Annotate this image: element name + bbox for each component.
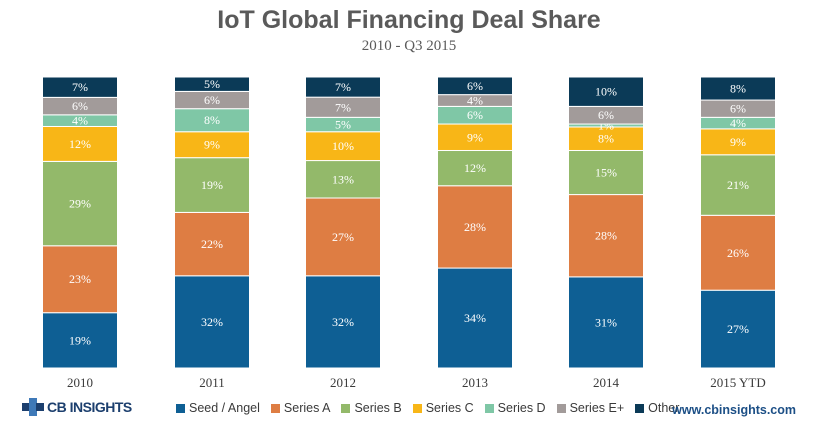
chart-title: IoT Global Financing Deal Share: [217, 6, 601, 34]
segment-value-label: 12%: [69, 137, 91, 151]
segment-value-label: 9%: [467, 130, 483, 144]
segment-value-label: 10%: [595, 85, 617, 99]
bar-segment: [700, 128, 776, 156]
legend-item: Seed / Angel: [176, 401, 260, 415]
segment-value-label: 29%: [69, 197, 91, 211]
bar-segment: [42, 76, 118, 98]
legend-item: Series E+: [556, 401, 625, 415]
bar-segment: [42, 312, 118, 369]
category-label: 2011: [199, 375, 225, 390]
legend-label: Series C: [425, 401, 474, 415]
legend-swatch: [412, 403, 422, 413]
segment-value-label: 28%: [464, 220, 486, 234]
website-link[interactable]: www.cbinsights.com: [672, 403, 796, 417]
segment-value-label: 22%: [201, 237, 223, 251]
segment-value-label: 27%: [727, 322, 749, 336]
bar-segment: [305, 131, 381, 162]
legend-swatch: [556, 403, 566, 413]
cb-logo-icon: [22, 398, 44, 416]
legend-item: Series C: [412, 401, 474, 415]
bar-segment: [305, 76, 381, 98]
segment-value-label: 9%: [730, 135, 746, 149]
bar-segment: [700, 154, 776, 216]
bar-segment: [437, 123, 513, 151]
segment-value-label: 8%: [598, 132, 614, 146]
logo-text: CB INSIGHTS: [47, 399, 132, 415]
segment-value-label: 8%: [730, 82, 746, 96]
legend-item: Series B: [341, 401, 402, 415]
segment-value-label: 19%: [201, 178, 223, 192]
segment-value-label: 7%: [72, 80, 88, 94]
legend-item: Series D: [484, 401, 546, 415]
bar-segment: [42, 245, 118, 314]
segment-value-label: 10%: [332, 139, 354, 153]
bar-segment: [568, 276, 644, 369]
category-label: 2013: [462, 375, 488, 390]
legend-label: Series B: [354, 401, 402, 415]
bar-segment: [437, 185, 513, 269]
legend-label: Series E+: [569, 401, 625, 415]
segment-value-label: 6%: [467, 108, 483, 122]
bar-segment: [437, 267, 513, 369]
legend-item: Other: [635, 401, 679, 415]
segment-value-label: 15%: [595, 166, 617, 180]
bar-segment: [42, 160, 118, 247]
segment-value-label: 9%: [204, 138, 220, 152]
bar-segment: [568, 76, 644, 107]
segment-value-label: 7%: [335, 100, 351, 114]
segment-value-label: 6%: [598, 108, 614, 122]
segment-value-label: 6%: [467, 79, 483, 93]
segment-value-label: 28%: [595, 229, 617, 243]
segment-value-label: 23%: [69, 272, 91, 286]
legend-swatch: [484, 403, 494, 413]
segment-value-label: 26%: [727, 246, 749, 260]
bar-segment: [174, 131, 250, 159]
bar-segment: [568, 194, 644, 278]
category-label: 2014: [593, 375, 620, 390]
segment-value-label: 12%: [464, 161, 486, 175]
legend-swatch: [341, 403, 351, 413]
bar-segment: [568, 149, 644, 196]
segment-value-label: 32%: [332, 315, 354, 329]
category-label: 2012: [330, 375, 356, 390]
category-label: 2015 YTD: [710, 375, 766, 390]
segment-value-label: 8%: [204, 113, 220, 127]
chart-subtitle: 2010 - Q3 2015: [361, 38, 457, 54]
bar-segment: [305, 275, 381, 369]
bar-segment: [437, 76, 513, 96]
legend-label: Other: [648, 401, 680, 415]
segment-value-label: 13%: [332, 172, 354, 186]
legend-swatch: [270, 403, 280, 413]
segment-value-label: 34%: [464, 311, 486, 325]
segment-value-label: 31%: [595, 315, 617, 329]
segment-value-label: 4%: [72, 114, 88, 128]
cb-insights-logo: CB INSIGHTS: [22, 398, 132, 416]
bar-segment: [700, 76, 776, 101]
legend-label: Series A: [283, 401, 331, 415]
segment-value-label: 6%: [72, 99, 88, 113]
segment-value-label: 7%: [335, 80, 351, 94]
legend: Seed / Angel Series A Series B Series C Seri…: [176, 401, 679, 415]
bar-segment: [305, 160, 381, 199]
segment-value-label: 32%: [201, 315, 223, 329]
segment-value-label: 19%: [69, 333, 91, 347]
legend-label: Seed / Angel: [189, 401, 260, 415]
stacked-bar-chart: 19%23%29%12%4%6%7%201032%22%19%9%8%6%5%2…: [42, 76, 776, 390]
segment-value-label: 5%: [335, 118, 351, 132]
bar-segment: [174, 157, 250, 213]
segment-value-label: 4%: [467, 94, 483, 108]
segment-value-label: 6%: [730, 102, 746, 116]
legend-label: Series D: [497, 401, 546, 415]
segment-value-label: 21%: [727, 178, 749, 192]
legend-swatch: [176, 403, 185, 413]
segment-value-label: 4%: [730, 116, 746, 130]
segment-value-label: 5%: [204, 77, 220, 91]
category-label: 2010: [67, 375, 93, 390]
segment-value-label: 27%: [332, 230, 354, 244]
legend-swatch: [635, 403, 645, 413]
segment-value-label: 6%: [204, 93, 220, 107]
legend-item: Series A: [270, 401, 331, 415]
bar-segment: [174, 76, 250, 92]
